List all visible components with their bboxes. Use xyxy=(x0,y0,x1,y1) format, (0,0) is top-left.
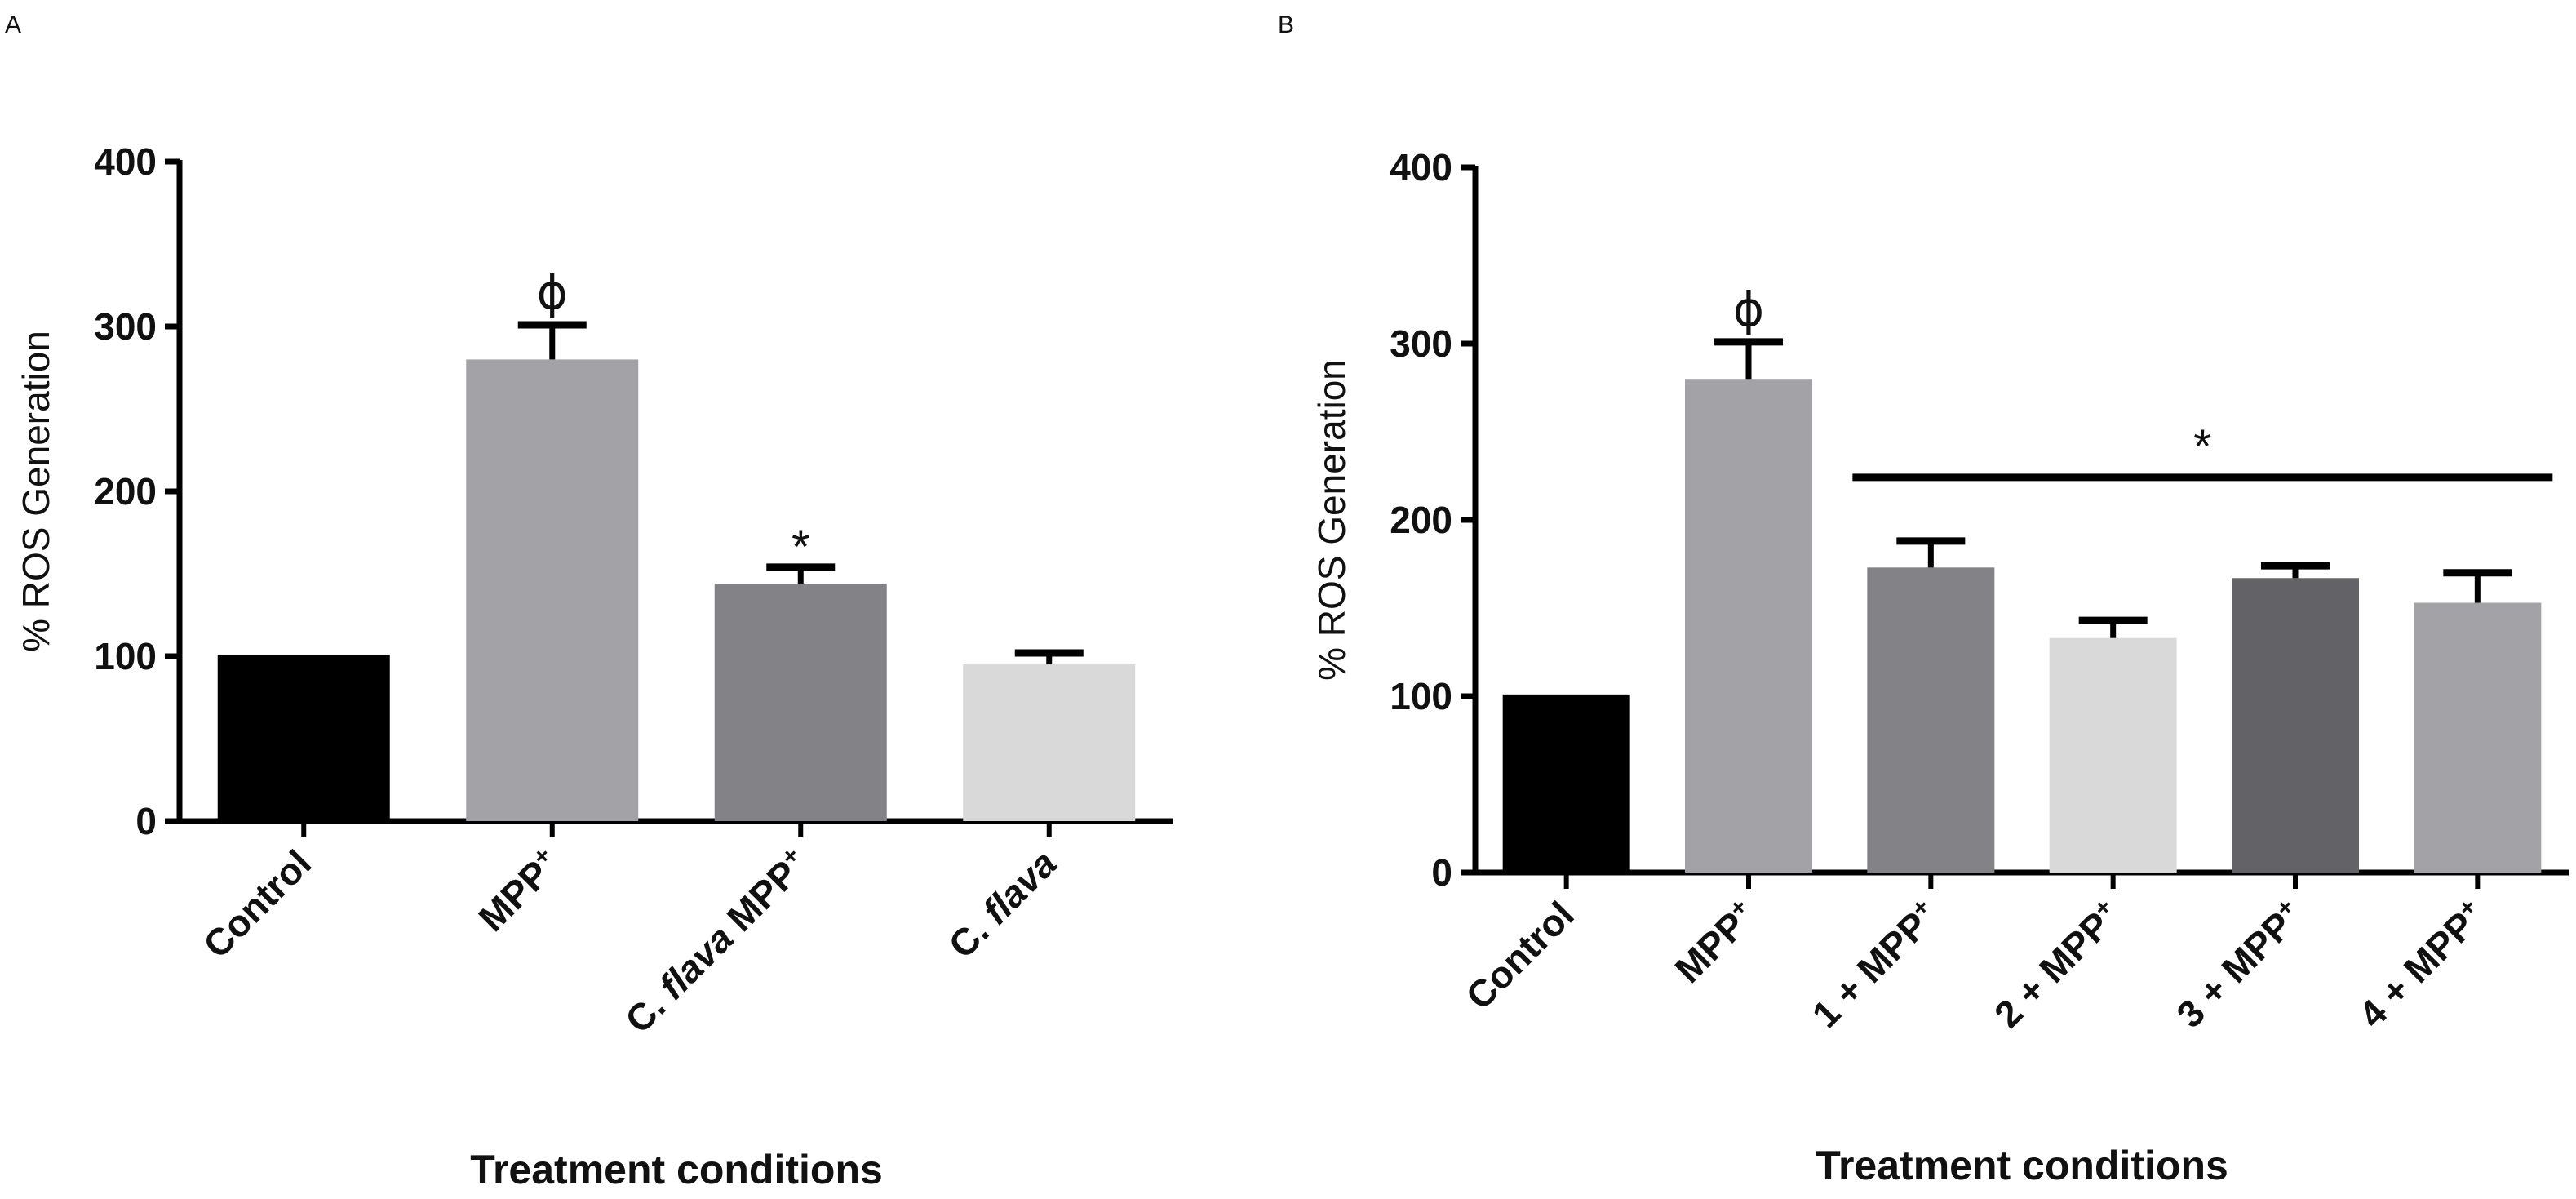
category-label: MPP+ xyxy=(470,842,568,939)
category-label: 4 + MPP+ xyxy=(2350,893,2493,1036)
category-label: 3 + MPP+ xyxy=(2168,893,2311,1036)
y-tick-label: 0 xyxy=(1431,851,1452,894)
panel-letter: B xyxy=(1278,11,1294,38)
bar xyxy=(466,359,639,821)
bar xyxy=(1867,567,1995,873)
category-label: 1 + MPP+ xyxy=(1803,893,1946,1036)
bar xyxy=(2049,637,2177,873)
y-tick-label: 200 xyxy=(94,470,157,513)
panel-b-chart: B 0 100 200 300 400 % ROS Generation Treatment … xyxy=(1278,11,2569,1188)
category-label: Control xyxy=(195,842,319,966)
y-axis-label: % ROS Generation xyxy=(15,331,57,652)
category-label-part: Control xyxy=(195,842,319,966)
y-tick-label: 0 xyxy=(135,800,157,842)
category-label: 2 + MPP+ xyxy=(1986,893,2129,1036)
y-tick-label: 100 xyxy=(1390,675,1452,717)
category-label-part: 4 + MPP xyxy=(2351,904,2483,1036)
x-axis-label: Treatment conditions xyxy=(470,1147,883,1192)
category-label-part: Control xyxy=(1457,893,1581,1017)
x-axis-label: Treatment conditions xyxy=(1816,1143,2228,1188)
category-label: C. flava MPP+ xyxy=(617,842,817,1041)
significance-phi: ϕ xyxy=(537,264,568,320)
bar xyxy=(1685,379,1812,873)
bar xyxy=(2414,602,2542,873)
significance-phi: ϕ xyxy=(1733,282,1764,337)
category-label: C. flava xyxy=(940,842,1064,966)
category-label: MPP+ xyxy=(1666,893,1764,991)
y-tick-label: 200 xyxy=(1390,499,1452,541)
y-tick-label: 400 xyxy=(1390,146,1452,189)
significance-asterisk: * xyxy=(791,521,810,574)
y-axis-label: % ROS Generation xyxy=(1310,359,1353,681)
category-label-part: 1 + MPP xyxy=(1804,904,1936,1036)
panel-letter: A xyxy=(5,11,21,38)
category-label-part: 2 + MPP xyxy=(1986,904,2118,1036)
bar xyxy=(2232,578,2359,873)
y-tick-label: 300 xyxy=(94,305,157,348)
category-label-part: 3 + MPP xyxy=(2168,904,2300,1036)
y-tick-label: 100 xyxy=(94,635,157,677)
bar xyxy=(217,654,390,821)
bar xyxy=(714,584,887,821)
bar xyxy=(963,664,1136,821)
category-label: Control xyxy=(1457,893,1581,1017)
panel-a-chart: A 0 100 200 300 400 % ROS Generation Treatment … xyxy=(5,11,1173,1192)
significance-asterisk: * xyxy=(2193,420,2212,473)
y-tick-label: 300 xyxy=(1390,322,1452,365)
bar xyxy=(1502,694,1630,873)
y-tick-label: 400 xyxy=(94,140,157,183)
